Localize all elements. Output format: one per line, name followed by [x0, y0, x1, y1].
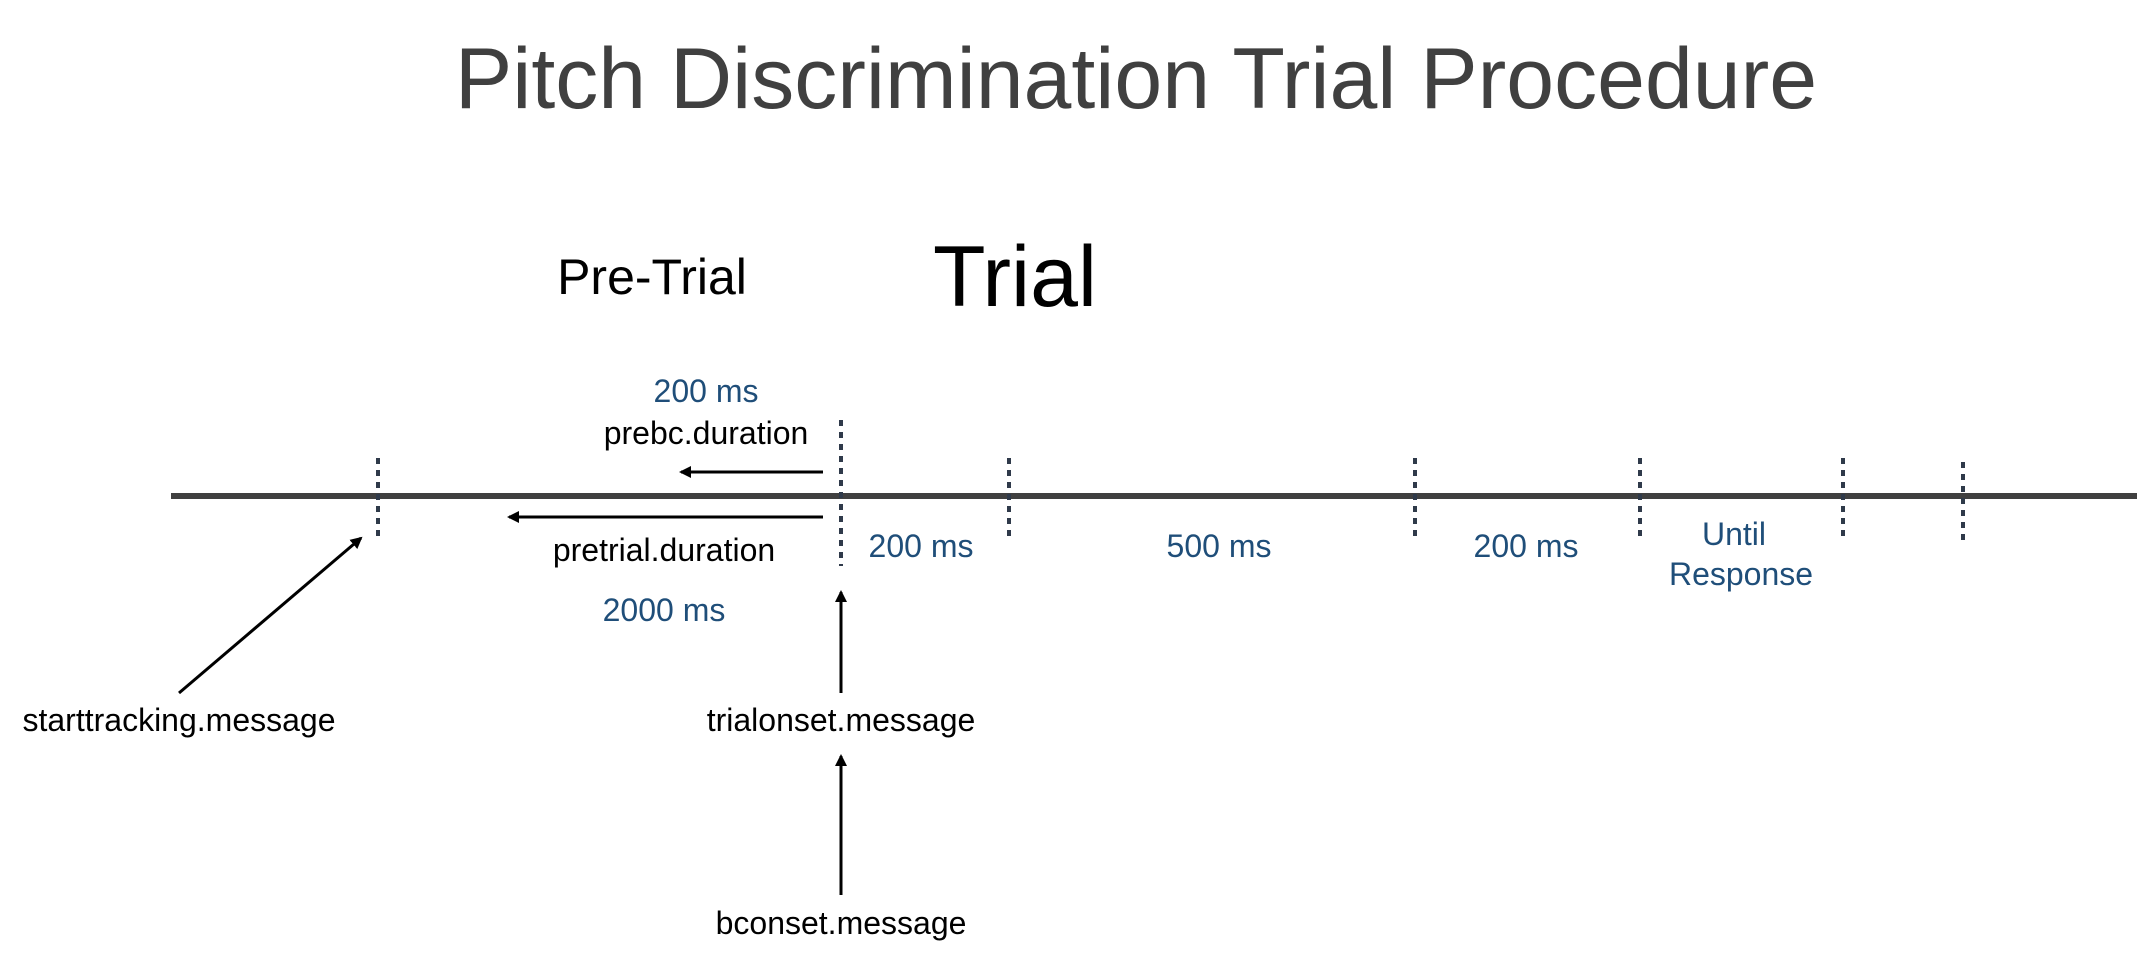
bconset-message-label: bconset.message — [716, 905, 967, 941]
pretrial-duration-value: 2000 ms — [603, 592, 726, 628]
stage3-duration: 200 ms — [1474, 528, 1579, 564]
starttracking-arrow — [178, 536, 363, 695]
stage4-duration-line1: Until — [1702, 516, 1766, 552]
diagram-title: Pitch Discrimination Trial Procedure — [455, 31, 1817, 127]
trial-label: Trial — [933, 229, 1097, 325]
prebc-duration-value: 200 ms — [654, 373, 759, 409]
prebc-duration-label: prebc.duration — [604, 415, 809, 451]
trialonset-message-label: trialonset.message — [707, 702, 976, 738]
pre-trial-label: Pre-Trial — [557, 249, 747, 305]
pretrial-duration-label: pretrial.duration — [553, 532, 775, 568]
stage2-duration: 500 ms — [1167, 528, 1272, 564]
stage1-duration: 200 ms — [869, 528, 974, 564]
stage4-duration-line2: Response — [1669, 556, 1813, 592]
starttracking-message-label: starttracking.message — [22, 702, 335, 738]
